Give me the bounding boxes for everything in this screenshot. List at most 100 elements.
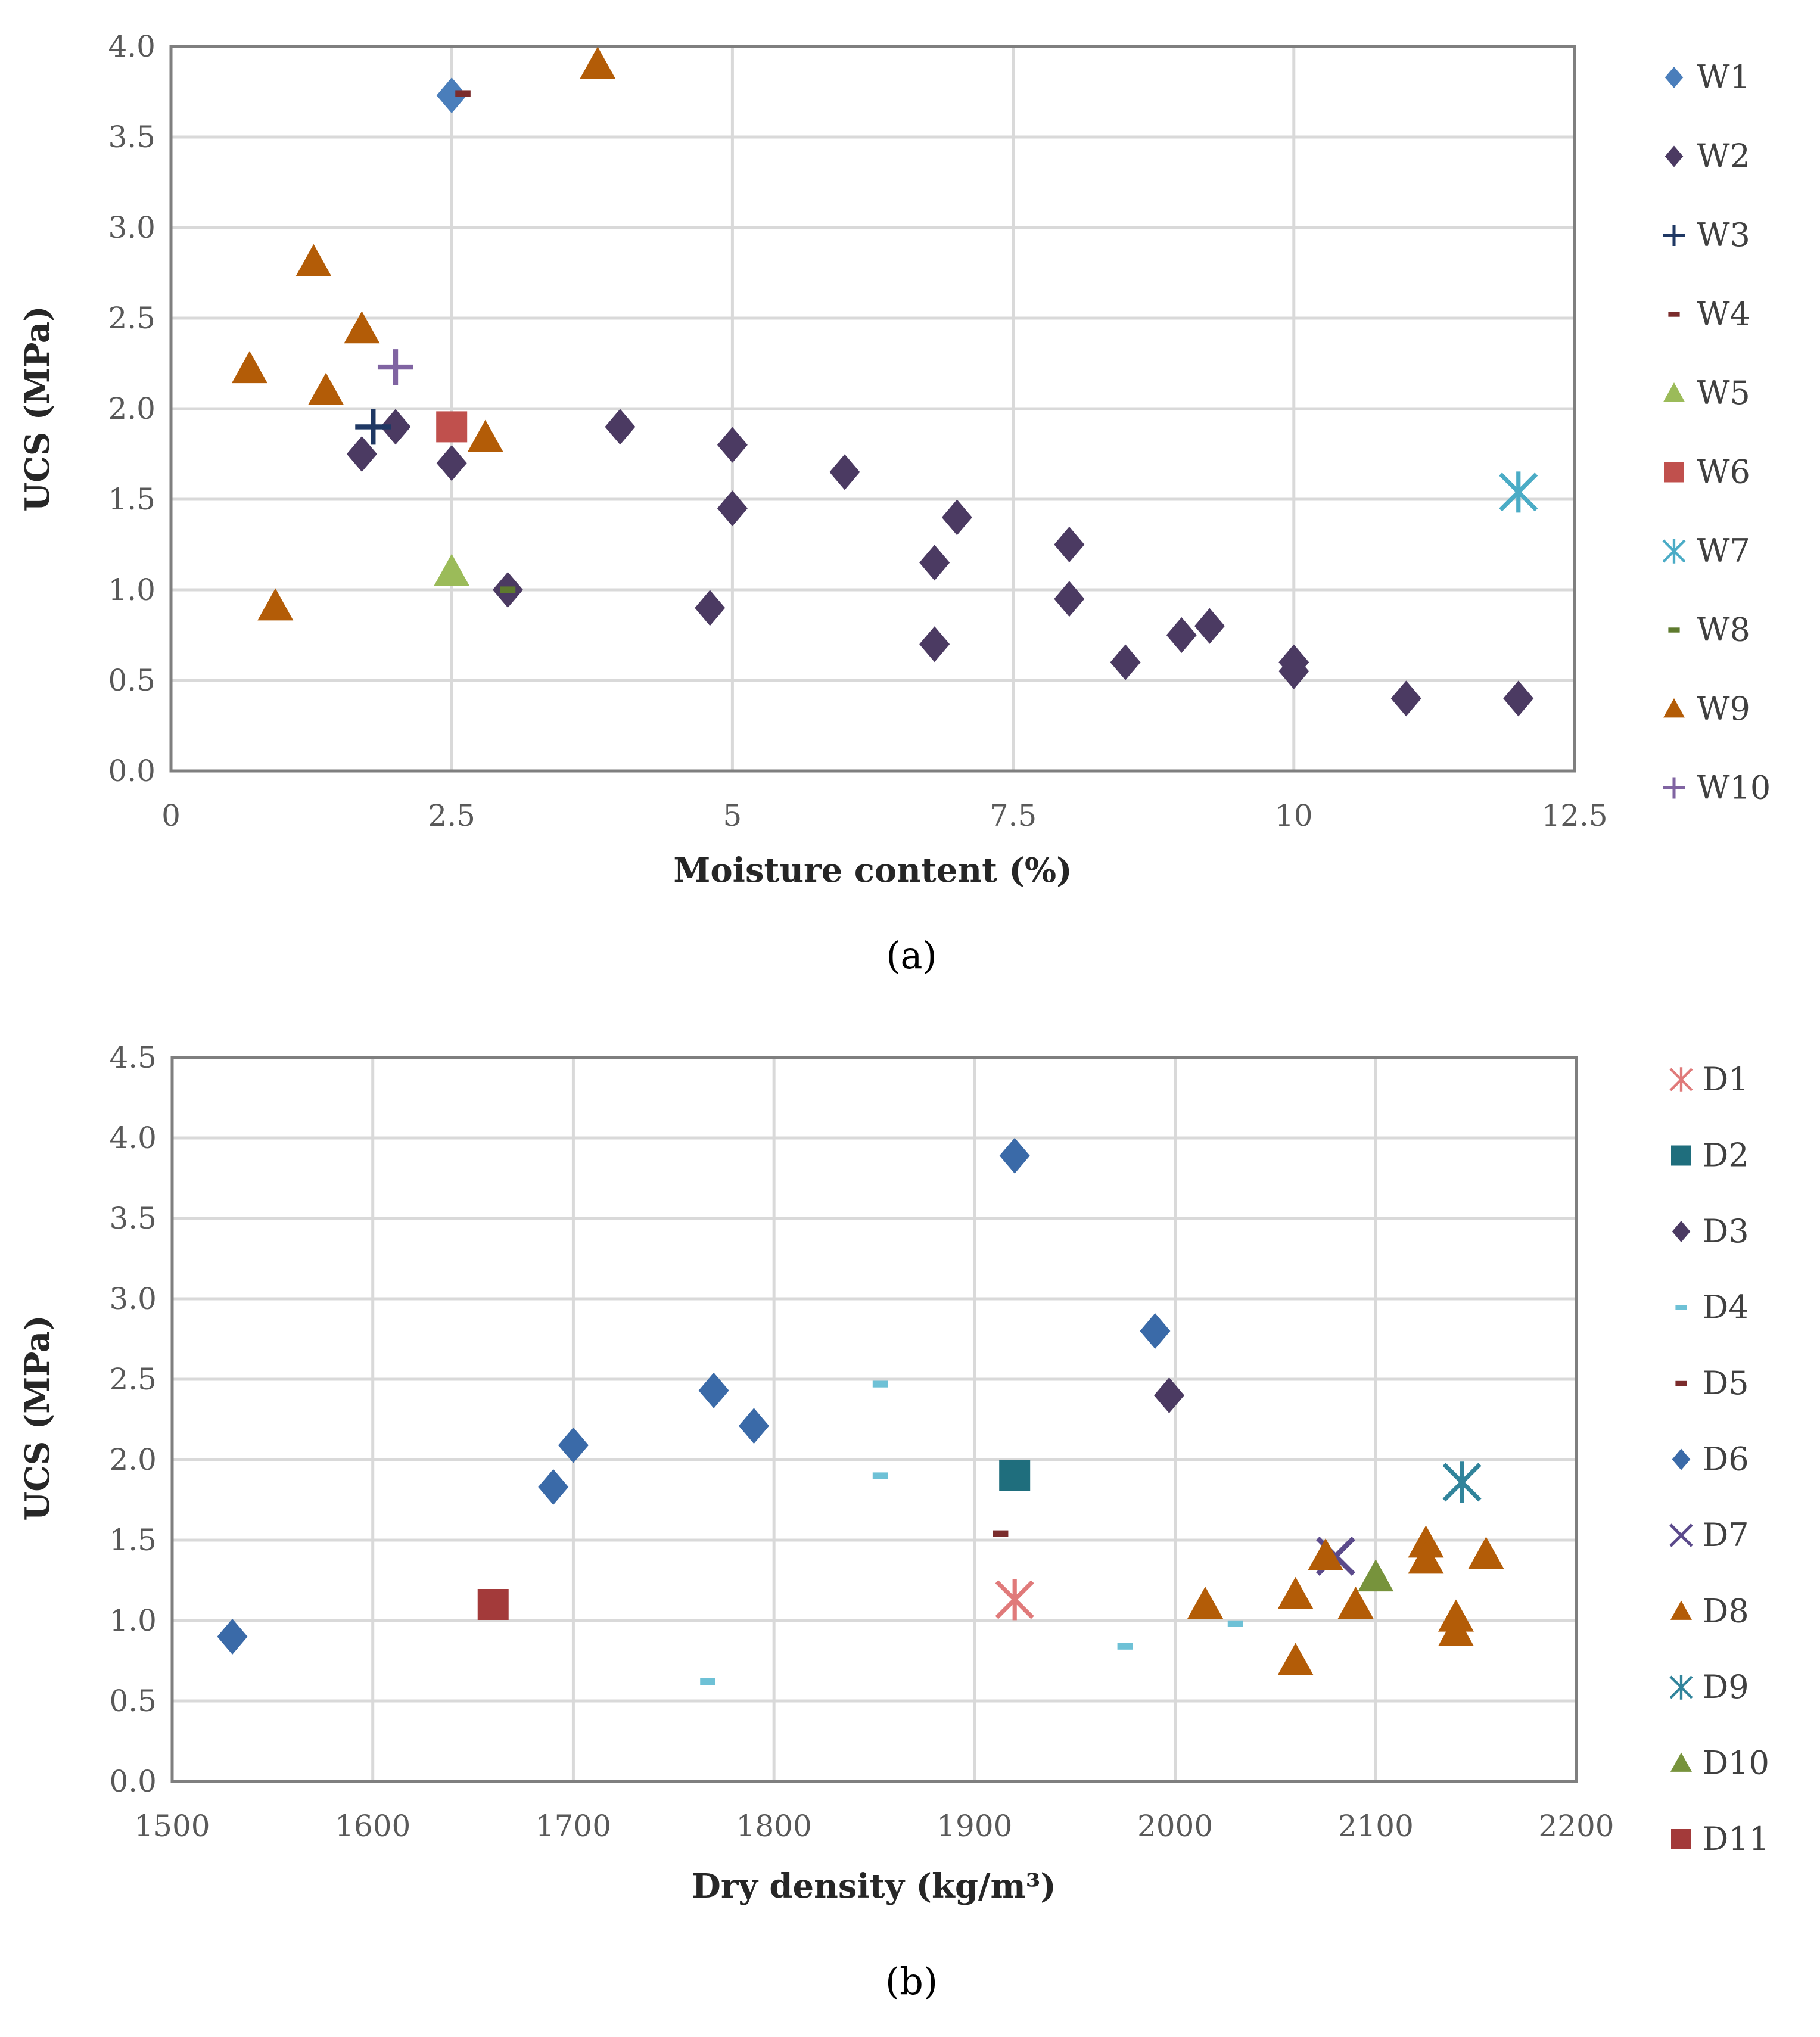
chart-a-x-tick-label: 10 <box>1275 798 1313 833</box>
chart-b-legend-marker-d9 <box>1669 1675 1693 1700</box>
chart-a-x-tick-label: 2.5 <box>428 798 475 833</box>
chart-a-legend-label-w9: W9 <box>1697 690 1750 727</box>
chart-b-series-d3 <box>1153 1377 1184 1413</box>
chart-b-series-d2 <box>999 1460 1031 1491</box>
chart-b-point-d6 <box>217 1619 248 1655</box>
chart-a-x-tick-label: 5 <box>723 798 742 833</box>
chart-b-legend-label-d3: D3 <box>1703 1212 1749 1250</box>
chart-a-legend-label-w5: W5 <box>1697 374 1750 412</box>
chart-b-x-tick-label: 2200 <box>1538 1809 1614 1843</box>
chart-b-point-d4 <box>1227 1620 1243 1627</box>
chart-a-legend-label-w2: W2 <box>1697 138 1750 175</box>
chart-b-y-axis-label: UCS (MPa) <box>18 1315 57 1520</box>
chart-a-point-w4 <box>455 90 471 97</box>
chart-a-series-w5 <box>434 553 470 586</box>
chart-b-legend-label-d2: D2 <box>1703 1137 1749 1174</box>
chart-b-point-d5 <box>993 1530 1009 1537</box>
chart-a-point-w9 <box>308 372 344 405</box>
chart-b-legend-label-d5: D5 <box>1703 1364 1749 1402</box>
chart-a-panel-label: (a) <box>886 934 937 977</box>
chart-b-y-tick-label: 1.0 <box>109 1603 157 1638</box>
chart-a-legend-marker-w9 <box>1663 698 1685 718</box>
chart-a-series-w4 <box>455 90 471 97</box>
chart-b-series-d8 <box>1187 1525 1504 1675</box>
chart-b-x-tick-label: 1800 <box>736 1809 812 1843</box>
chart-a-point-w2 <box>380 409 411 445</box>
chart-a-point-w9 <box>231 351 267 384</box>
chart-a-series-w6 <box>436 411 468 443</box>
chart-a-series-w1 <box>436 77 467 114</box>
chart-b-point-d1 <box>995 1579 1034 1621</box>
chart-b-point-d6 <box>698 1372 729 1408</box>
chart-a-point-w5 <box>434 553 470 586</box>
chart-b-x-tick-label: 1600 <box>335 1809 410 1843</box>
chart-b-series-d5 <box>993 1530 1009 1537</box>
chart-b-legend-marker-d5 <box>1675 1380 1687 1386</box>
chart-a-point-w7 <box>1499 471 1538 513</box>
chart-b-x-tick-label: 1700 <box>536 1809 611 1843</box>
chart-a-point-w2 <box>1166 617 1197 653</box>
chart-a-plot-area <box>169 45 1576 773</box>
chart-a-legend-marker-w3 <box>1663 225 1685 246</box>
chart-b-point-d4 <box>872 1472 888 1479</box>
chart-a-series-w7 <box>1499 471 1538 513</box>
chart-a-point-w8 <box>500 586 516 593</box>
chart-a-x-tick-label: 7.5 <box>990 798 1037 833</box>
chart-b-x-tick-label: 1500 <box>134 1809 210 1843</box>
chart-a-point-w9 <box>344 311 380 344</box>
chart-a-point-w2 <box>717 490 748 527</box>
chart-b-point-d6 <box>1140 1313 1171 1349</box>
chart-a-legend-label-w7: W7 <box>1697 532 1750 570</box>
chart-b-point-d6 <box>538 1469 569 1505</box>
chart-a-legend-marker-w4 <box>1668 312 1680 317</box>
chart-b-legend-label-d10: D10 <box>1703 1744 1769 1782</box>
chart-b-point-d6 <box>738 1408 769 1444</box>
chart-b-point-d4 <box>1117 1643 1133 1650</box>
chart-a-point-w2 <box>1278 653 1309 689</box>
chart-a-legend-marker-w10 <box>1663 777 1685 799</box>
chart-b-legend-label-d11: D11 <box>1703 1820 1769 1858</box>
chart-a-point-w2 <box>941 499 972 536</box>
chart-b-legend-label-d8: D8 <box>1703 1593 1749 1630</box>
chart-b-y-tick-label: 0.0 <box>109 1764 157 1799</box>
chart-b-y-tick-label: 2.5 <box>109 1362 157 1397</box>
chart-a-moisture-content: 0 2.5 5 7.5 10 12.5 0.0 0.5 1.0 1.5 2.0 2.5 3.0 3.5 4.… <box>18 29 1771 977</box>
chart-a-legend-marker-w7 <box>1662 539 1686 564</box>
chart-a-y-tick-label: 1.5 <box>108 482 155 517</box>
chart-a-y-tick-label: 1.0 <box>108 573 155 607</box>
chart-b-series-d10 <box>1358 1559 1394 1592</box>
chart-b-point-d8 <box>1337 1587 1374 1619</box>
chart-a-y-tick-label: 3.0 <box>108 210 155 245</box>
chart-b-plot-area <box>170 1056 1578 1783</box>
chart-a-point-w10 <box>377 349 413 385</box>
chart-a-point-w2 <box>1390 680 1421 717</box>
chart-a-y-tick-label: 3.5 <box>108 120 155 154</box>
chart-a-point-w9 <box>257 588 294 621</box>
chart-b-point-d8 <box>1277 1643 1314 1675</box>
chart-a-point-w1 <box>436 77 467 114</box>
chart-b-y-tick-label: 4.5 <box>109 1040 157 1075</box>
chart-b-point-d9 <box>1442 1461 1482 1503</box>
chart-a-legend-label-w8: W8 <box>1697 611 1750 649</box>
chart-a-legend-marker-w1 <box>1665 67 1684 88</box>
chart-b-dry-density: 1500 1600 1700 1800 1900 2000 2100 2200 0.0 0.5 1.… <box>18 1040 1769 2003</box>
chart-b-legend-marker-d7 <box>1669 1523 1693 1547</box>
chart-b-legend-label-d4: D4 <box>1703 1289 1749 1326</box>
chart-b-y-tick-label: 0.5 <box>109 1684 157 1718</box>
chart-b-x-tick-label: 1900 <box>937 1809 1012 1843</box>
chart-a-legend-label-w4: W4 <box>1697 296 1750 333</box>
chart-a-y-tick-label: 2.5 <box>108 301 155 335</box>
chart-a-point-w2 <box>919 545 950 581</box>
chart-b-series-d6 <box>217 1137 1171 1655</box>
chart-a-y-tick-label: 2.0 <box>108 391 155 426</box>
chart-a-point-w9 <box>295 244 332 276</box>
chart-a-series-w2 <box>346 409 1534 717</box>
chart-a-point-w2 <box>717 427 748 463</box>
chart-b-legend-marker-d1 <box>1669 1067 1693 1092</box>
chart-b-point-d3 <box>1153 1377 1184 1413</box>
chart-a-point-w2 <box>605 409 636 445</box>
chart-b-y-tick-label: 3.5 <box>109 1201 157 1236</box>
chart-a-series-w3 <box>355 409 391 445</box>
